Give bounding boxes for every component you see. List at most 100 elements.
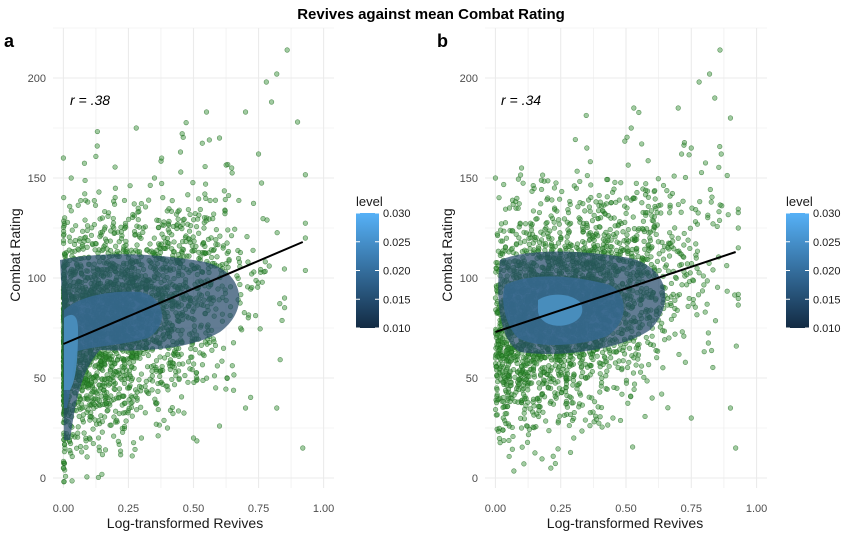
- scatter-point: [567, 244, 573, 250]
- scatter-point: [112, 419, 119, 425]
- scatter-point: [701, 282, 707, 288]
- scatter-point: [96, 364, 102, 371]
- scatter-point: [705, 330, 711, 336]
- scatter-point: [694, 265, 700, 272]
- scatter-point: [685, 237, 691, 243]
- scatter-point: [203, 218, 209, 224]
- scatter-point: [623, 210, 629, 217]
- scatter-point: [99, 452, 106, 458]
- scatter-point: [519, 249, 525, 255]
- scatter-point: [716, 164, 722, 170]
- scatter-point: [144, 247, 150, 253]
- scatter-point: [138, 435, 145, 441]
- scatter-point: [515, 176, 521, 182]
- scatter-point: [61, 478, 67, 485]
- scatter-point: [137, 355, 143, 361]
- scatter-point: [170, 223, 176, 230]
- scatter-point: [647, 341, 654, 347]
- scatter-point: [96, 189, 102, 195]
- scatter-point: [138, 371, 145, 377]
- scatter-point: [170, 248, 177, 255]
- scatter-point: [531, 374, 538, 380]
- scatter-point: [199, 140, 205, 146]
- scatter-point: [556, 217, 562, 223]
- scatter-point: [540, 172, 546, 178]
- scatter-point: [508, 358, 514, 364]
- scatter-point: [526, 235, 532, 241]
- scatter-point: [121, 197, 128, 204]
- scatter-point: [665, 295, 671, 301]
- scatter-point: [187, 211, 193, 218]
- scatter-point: [207, 197, 213, 204]
- scatter-point: [555, 446, 561, 452]
- scatter-point: [111, 225, 117, 231]
- scatter-point: [695, 292, 702, 298]
- scatter-point: [274, 405, 280, 411]
- scatter-point: [75, 246, 81, 252]
- scatter-point: [654, 210, 660, 216]
- scatter-point: [166, 206, 172, 212]
- scatter-point: [645, 158, 651, 164]
- scatter-point: [494, 260, 501, 266]
- scatter-point: [599, 375, 605, 381]
- scatter-point: [599, 424, 605, 430]
- scatter-point: [178, 351, 184, 357]
- scatter-point: [669, 190, 675, 197]
- scatter-point: [216, 423, 223, 429]
- scatter-point: [522, 238, 528, 244]
- scatter-point: [110, 198, 117, 204]
- scatter-point: [516, 224, 522, 230]
- scatter-point: [202, 191, 208, 197]
- legend-tick-label: 0.010: [383, 323, 411, 335]
- scatter-point: [548, 213, 554, 219]
- scatter-point: [163, 245, 169, 251]
- scatter-point: [690, 278, 697, 284]
- scatter-point: [85, 395, 91, 401]
- scatter-point: [114, 248, 120, 254]
- scatter-point: [98, 413, 104, 419]
- scatter-point: [151, 175, 158, 181]
- scatter-point: [136, 383, 143, 389]
- scatter-point: [125, 410, 131, 416]
- scatter-point: [694, 312, 700, 318]
- scatter-point: [203, 195, 209, 201]
- scatter-point: [97, 402, 103, 409]
- scatter-point: [630, 370, 637, 376]
- scatter-point: [556, 221, 562, 227]
- scatter-point: [85, 382, 92, 388]
- scatter-point: [175, 221, 181, 227]
- scatter-point: [579, 428, 585, 434]
- scatter-point: [171, 382, 178, 388]
- scatter-point: [84, 227, 90, 234]
- scatter-point: [62, 473, 69, 479]
- scatter-point: [138, 235, 144, 241]
- scatter-point: [130, 440, 137, 446]
- legend-tick-label: 0.020: [383, 266, 411, 278]
- scatter-point: [607, 226, 613, 233]
- scatter-point: [132, 446, 138, 453]
- scatter-point: [185, 359, 192, 365]
- scatter-point: [156, 422, 162, 428]
- scatter-point: [636, 109, 642, 116]
- scatter-point: [684, 261, 690, 267]
- scatter-point: [181, 216, 187, 222]
- scatter-point: [232, 226, 238, 232]
- scatter-point: [702, 309, 708, 315]
- scatter-point: [183, 233, 189, 239]
- scatter-point: [698, 169, 705, 176]
- scatter-point: [193, 374, 200, 381]
- scatter-point: [588, 182, 594, 188]
- panel-label-b: b: [437, 31, 448, 51]
- scatter-point: [140, 350, 146, 357]
- scatter-point: [176, 361, 182, 367]
- scatter-point: [192, 346, 198, 353]
- scatter-point: [724, 172, 730, 179]
- scatter-point: [612, 360, 618, 366]
- scatter-point: [81, 160, 88, 166]
- scatter-point: [213, 237, 219, 243]
- scatter-point: [512, 357, 519, 364]
- scatter-point: [196, 230, 202, 236]
- scatter-point: [664, 188, 670, 194]
- scatter-point: [567, 394, 573, 400]
